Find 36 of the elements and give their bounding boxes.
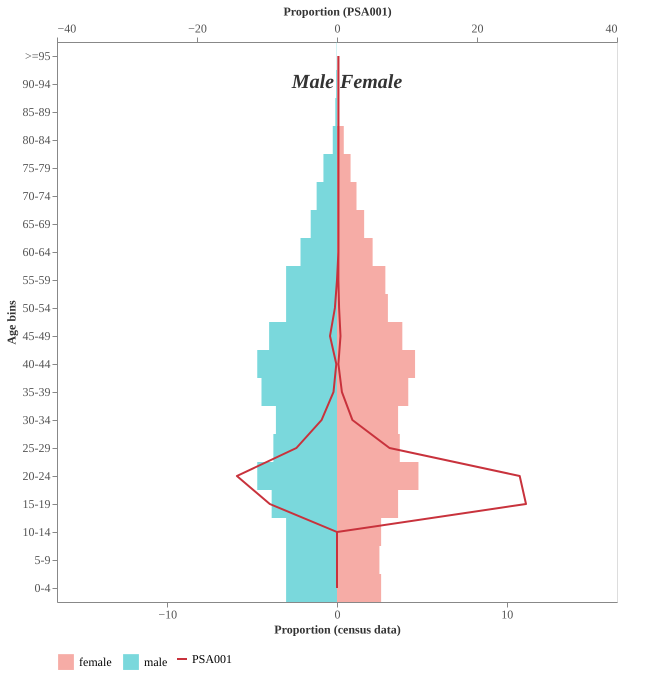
y-tick-label: 20-24 xyxy=(22,469,50,483)
x2-tick-label: 0 xyxy=(334,22,340,36)
legend-label: female xyxy=(79,655,112,670)
x2-axis-title: Proportion (PSA001) xyxy=(283,4,392,18)
x2-tick-label: −20 xyxy=(188,22,207,36)
y-tick-label: 80-84 xyxy=(22,133,50,147)
x2-tick-label: 20 xyxy=(472,22,484,36)
y-tick-label: 15-19 xyxy=(22,497,50,511)
y-tick-label: 35-39 xyxy=(22,385,50,399)
x-tick-label: 0 xyxy=(334,608,340,622)
y-tick-label: 25-29 xyxy=(22,441,50,455)
x-axis-title: Proportion (census data) xyxy=(274,622,401,636)
y-tick-label: 85-89 xyxy=(22,105,50,119)
y-tick-label: 65-69 xyxy=(22,217,50,231)
x2-tick-label: −40 xyxy=(58,22,76,36)
y-axis-title: Age bins xyxy=(4,300,19,345)
annotation: Female xyxy=(339,71,402,93)
legend-label: male xyxy=(144,655,168,670)
y-tick-label: 70-74 xyxy=(22,189,50,203)
y-tick-label: 50-54 xyxy=(22,301,50,315)
y-tick-label: 0-4 xyxy=(34,581,50,595)
x2-tick-label: 40 xyxy=(606,22,618,36)
y-tick-label: >=95 xyxy=(24,49,50,63)
y-tick-label: 10-14 xyxy=(22,525,50,539)
y-tick-label: 45-49 xyxy=(22,329,50,343)
y-tick-label: 40-44 xyxy=(22,357,50,371)
x-tick-label: 10 xyxy=(501,608,514,622)
y-tick-label: 5-9 xyxy=(34,553,50,567)
y-tick-label: 60-64 xyxy=(22,245,50,259)
y-tick-label: 30-34 xyxy=(22,413,50,427)
x-tick-label: −10 xyxy=(158,608,178,622)
annotation: Male xyxy=(290,71,334,93)
legend-label: PSA001 xyxy=(192,652,232,666)
y-tick-label: 75-79 xyxy=(22,161,50,175)
y-tick-label: 55-59 xyxy=(22,273,50,287)
y-tick-label: 90-94 xyxy=(22,77,50,91)
